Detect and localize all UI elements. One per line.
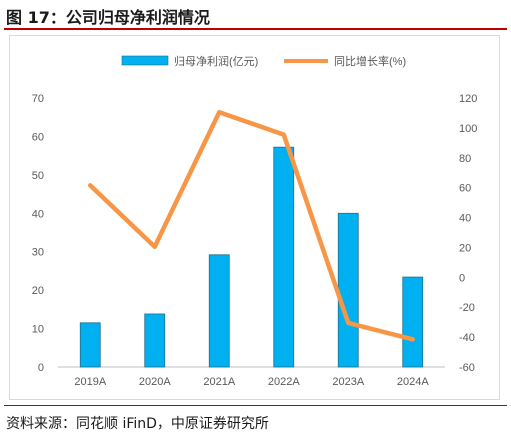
y-left-tick-label: 30 (32, 247, 44, 259)
x-tick-labels: 2019A 2020A 2021A 2022A 2023A 2024A (74, 376, 429, 388)
axes: 0 10 20 30 40 50 60 70 -60 -40 -20 0 20 40 60 80 100 120 (32, 93, 478, 374)
bar (208, 254, 230, 368)
bar-series (79, 146, 424, 368)
bar (79, 322, 101, 368)
legend-bar-swatch (121, 55, 169, 66)
bar (337, 212, 359, 368)
x-tick-label: 2022A (268, 376, 300, 388)
source-note: 资料来源：同花顺 iFinD，中原证券研究所 (6, 416, 269, 432)
source-divider (4, 405, 507, 406)
y-left-tick-label: 20 (32, 285, 44, 297)
bar (273, 146, 295, 368)
line-series (88, 109, 415, 342)
chart: 归母净利润(亿元) 同比增长率(%) 0 10 20 30 40 50 60 70 -60 -40 -… (32, 54, 478, 388)
y-right-tick-label: -40 (459, 332, 475, 344)
y-right-tick-label: 60 (459, 183, 471, 195)
y-left-tick-label: 10 (32, 324, 44, 336)
y-right-tick-label: 80 (459, 153, 471, 165)
y-left-tick-label: 70 (32, 93, 44, 105)
y-left-tick-label: 60 (32, 131, 44, 143)
legend-line-label: 同比增长率(%) (334, 54, 406, 68)
y-right-tick-label: -20 (459, 302, 475, 314)
x-tick-label: 2023A (332, 376, 364, 388)
figure-title: 图 17：公司归母净利润情况 (6, 8, 210, 27)
legend-bar-label: 归母净利润(亿元) (174, 54, 258, 68)
y-left-tick-label: 0 (38, 362, 44, 374)
y-right-tick-label: -60 (459, 362, 475, 374)
title-divider (4, 28, 507, 30)
legend: 归母净利润(亿元) 同比增长率(%) (121, 54, 406, 68)
y-left-tick-label: 40 (32, 208, 44, 220)
x-tick-label: 2024A (397, 376, 429, 388)
x-tick-label: 2021A (203, 376, 235, 388)
y-right-tick-label: 120 (459, 93, 477, 105)
y-right-tick-label: 40 (459, 213, 471, 225)
y-left-tick-label: 50 (32, 170, 44, 182)
y-right-tick-label: 100 (459, 123, 477, 135)
y-right-tick-label: 0 (459, 272, 465, 284)
growth-line (88, 109, 415, 342)
x-tick-label: 2019A (74, 376, 106, 388)
x-tick-label: 2020A (139, 376, 171, 388)
chart-frame: 归母净利润(亿元) 同比增长率(%) 0 10 20 30 40 50 60 70 -60 -40 -… (9, 35, 500, 400)
y-right-tick-label: 20 (459, 242, 471, 254)
bar (144, 313, 166, 368)
bar (402, 276, 424, 368)
